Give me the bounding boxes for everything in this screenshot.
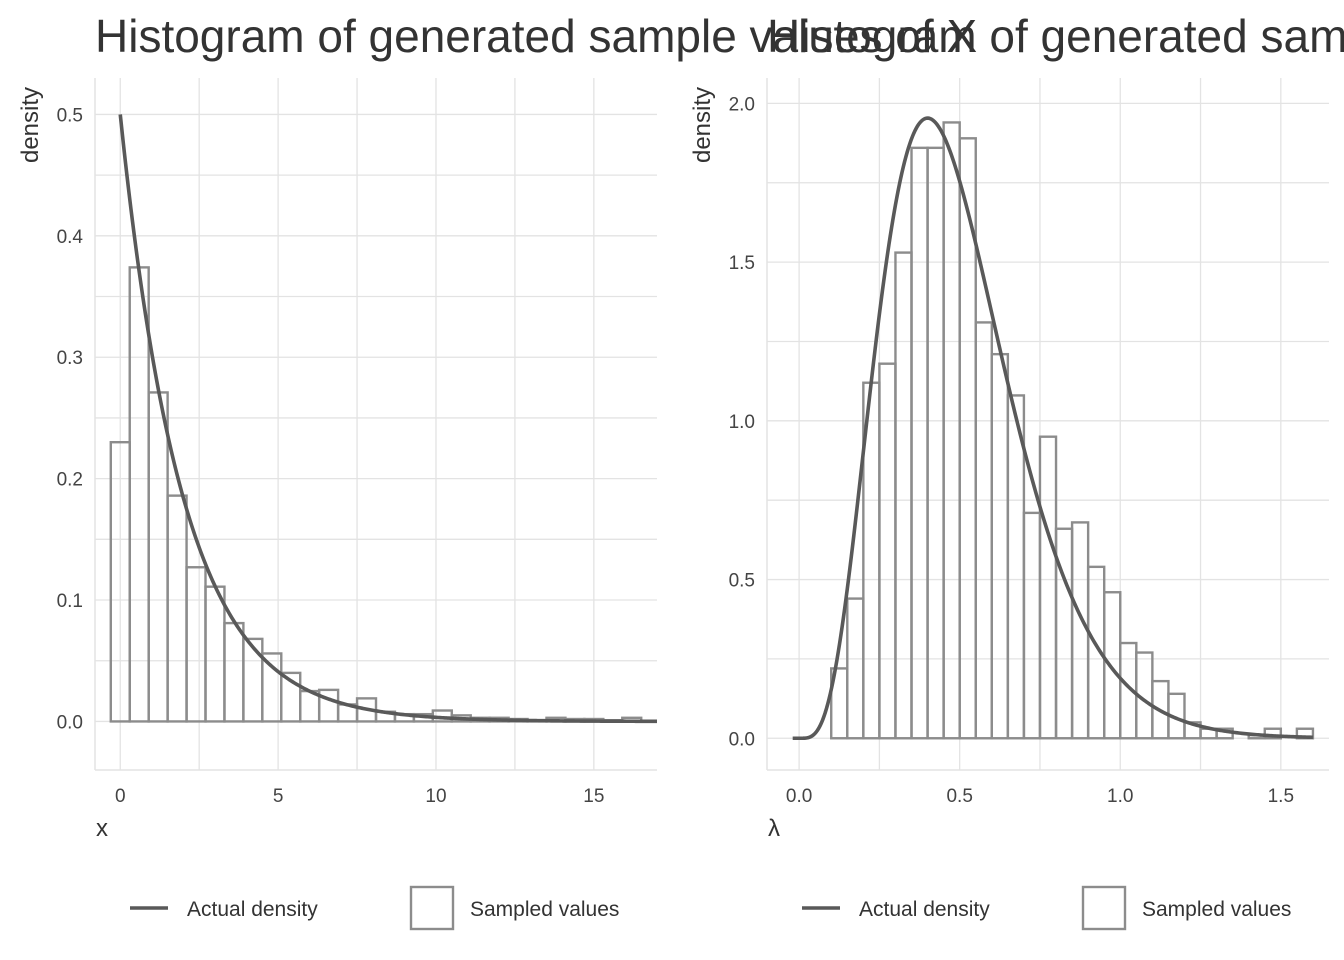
histogram-bar: [878, 362, 897, 740]
histogram-bar: [846, 597, 865, 740]
histogram-bar: [1263, 727, 1283, 740]
legend-box-swatch: [1081, 885, 1127, 931]
y-tick-label: 0.5: [729, 571, 755, 592]
histogram-bar: [166, 494, 188, 723]
y-tick-label: 1.5: [729, 253, 755, 274]
histogram-bar: [660, 720, 679, 721]
legend-box-swatch: [409, 885, 455, 931]
density-curve: [118, 114, 657, 724]
histogram-bar: [1022, 511, 1042, 740]
histogram-bar: [926, 146, 945, 740]
histogram-bar: [242, 637, 264, 723]
histogram-bar: [1006, 394, 1026, 740]
histogram-bar: [1102, 591, 1122, 740]
density-curve: [792, 116, 1313, 741]
histogram-bar: [990, 352, 1010, 740]
chart-title: Histogram of generated sample values of …: [95, 10, 977, 62]
histogram-bar: [942, 121, 961, 740]
histogram-bar: [128, 266, 150, 723]
y-tick-label: 0.1: [57, 591, 83, 612]
histogram-bar: [223, 621, 245, 723]
chart-title: Histogram of generated sample values of …: [767, 10, 1344, 62]
histogram-bar: [894, 251, 913, 740]
y-axis-title: density: [17, 87, 44, 163]
x-tick-label: 1.0: [1107, 786, 1133, 807]
gridlines: [767, 78, 1329, 770]
x-tick-label: 5: [273, 786, 284, 807]
histogram-bar: [317, 688, 340, 723]
histogram-bar: [147, 391, 169, 723]
histogram-bar: [204, 585, 226, 723]
left-histogram-panel: 0.0 0.1 0.2 0.3 0.4 0.5 0 5 10 15 x density Histogra…: [17, 10, 977, 931]
x-axis-title: λ: [768, 815, 780, 842]
y-tick-label: 0.3: [57, 348, 83, 369]
histogram-bar: [1038, 435, 1058, 740]
y-tick-label: 0.0: [57, 712, 83, 733]
x-tick-label: 10: [425, 786, 446, 807]
y-tick-label: 0.5: [57, 105, 83, 126]
y-tick-label: 0.0: [729, 729, 755, 750]
histogram-bar: [185, 566, 207, 723]
y-tick-label: 2.0: [729, 94, 755, 115]
x-axis-title: x: [96, 815, 108, 842]
y-axis-title: density: [689, 87, 716, 163]
histogram-bar: [974, 321, 994, 740]
x-tick-label: 15: [583, 786, 604, 807]
legend-label: Sampled values: [1142, 898, 1291, 921]
legend-label: Sampled values: [470, 898, 619, 921]
legend-label: Actual density: [187, 898, 318, 921]
right-histogram-panel: 0.0 0.5 1.0 1.5 2.0 0.0 0.5 1.0 1.5 λ density Histo…: [689, 10, 1344, 931]
histogram-bars: [830, 121, 1315, 740]
x-tick-label: 0.5: [946, 786, 972, 807]
x-tick-label: 1.5: [1268, 786, 1294, 807]
gridlines: [95, 78, 657, 770]
y-tick-label: 1.0: [729, 412, 755, 433]
legend-label: Actual density: [859, 898, 990, 921]
x-tick-label: 0.0: [786, 786, 812, 807]
y-tick-label: 0.4: [57, 227, 84, 248]
x-tick-label: 0: [115, 786, 126, 807]
y-tick-label: 0.2: [57, 470, 83, 491]
histogram-bar: [910, 146, 929, 740]
